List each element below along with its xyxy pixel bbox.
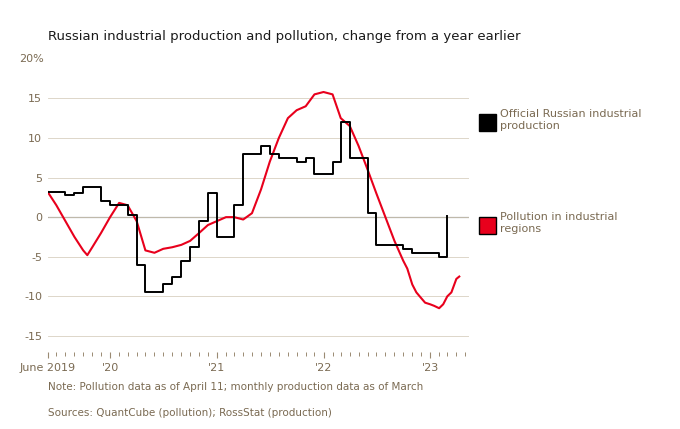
Text: Note: Pollution data as of April 11; monthly production data as of March: Note: Pollution data as of April 11; mon…: [48, 382, 423, 392]
Text: Pollution in industrial
regions: Pollution in industrial regions: [500, 212, 617, 234]
Text: Official Russian industrial
production: Official Russian industrial production: [500, 109, 641, 131]
Text: Sources: QuantCube (pollution); RossStat (production): Sources: QuantCube (pollution); RossStat…: [48, 408, 331, 417]
Text: Russian industrial production and pollution, change from a year earlier: Russian industrial production and pollut…: [48, 30, 520, 43]
Text: 20%: 20%: [18, 54, 44, 64]
